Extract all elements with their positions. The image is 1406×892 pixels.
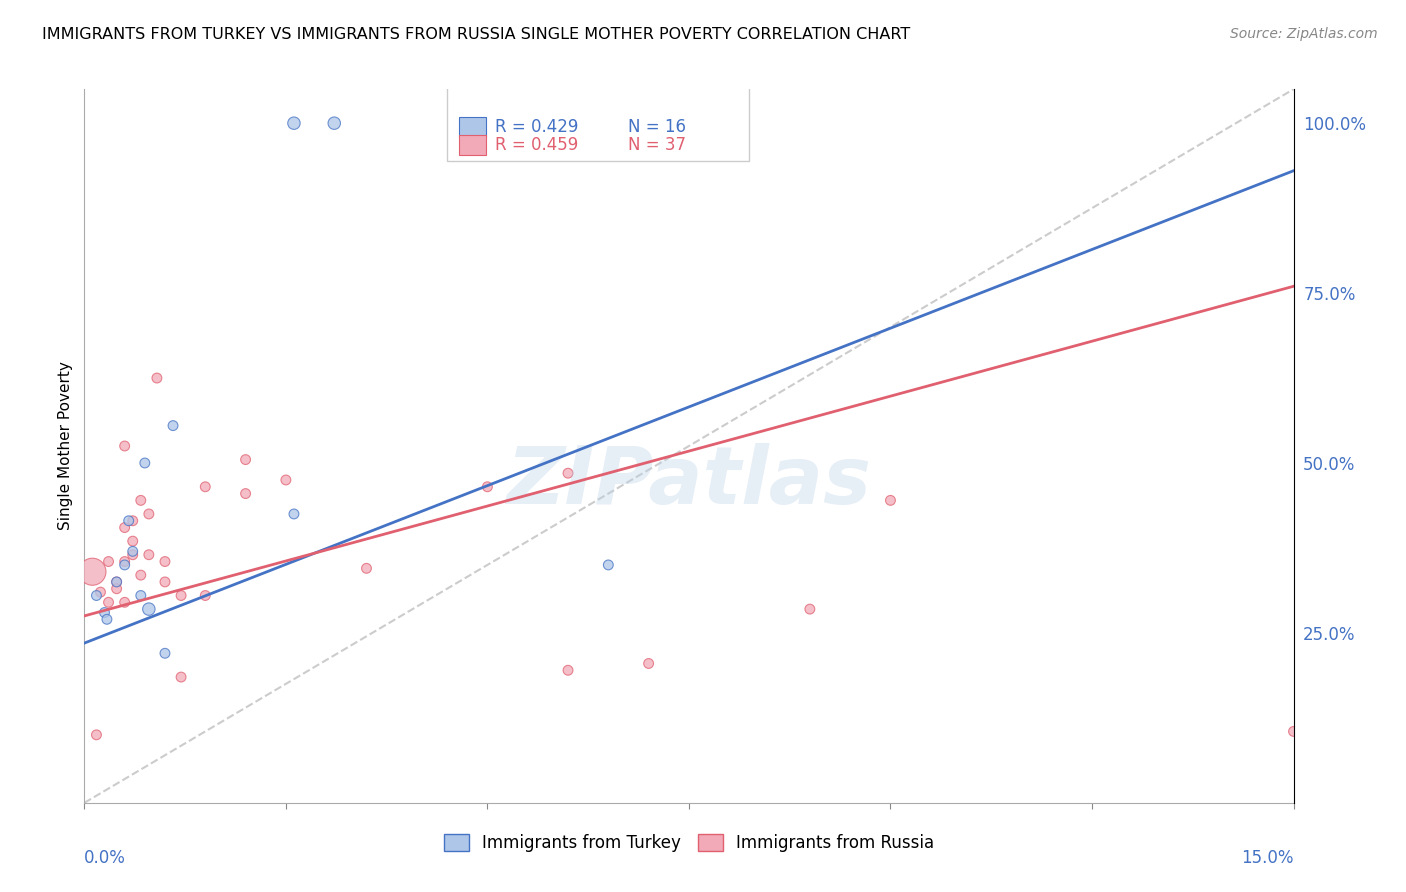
Point <box>598 558 620 572</box>
Point <box>97 595 120 609</box>
Point <box>323 116 346 130</box>
Point <box>153 555 176 569</box>
Point <box>118 514 141 528</box>
Point <box>105 574 128 589</box>
Point <box>283 116 305 130</box>
Point <box>138 548 160 562</box>
Bar <box>460 135 486 155</box>
Point <box>194 480 217 494</box>
Point <box>153 646 176 660</box>
Point <box>138 602 160 616</box>
Point <box>557 663 579 677</box>
Point <box>235 486 257 500</box>
Point <box>146 371 169 385</box>
Point <box>170 589 193 603</box>
Point <box>134 456 156 470</box>
FancyBboxPatch shape <box>447 86 749 161</box>
Legend: Immigrants from Turkey, Immigrants from Russia: Immigrants from Turkey, Immigrants from … <box>437 827 941 859</box>
Point <box>121 544 143 558</box>
Point <box>129 493 152 508</box>
Point <box>96 612 118 626</box>
Bar <box>460 117 486 137</box>
Point <box>194 589 217 603</box>
Point <box>86 728 108 742</box>
Point <box>114 555 136 569</box>
Point <box>93 606 115 620</box>
Point <box>114 558 136 572</box>
Point <box>138 507 160 521</box>
Text: 15.0%: 15.0% <box>1241 849 1294 867</box>
Text: R = 0.429: R = 0.429 <box>495 118 579 136</box>
Point <box>162 418 184 433</box>
Point <box>557 466 579 480</box>
Point <box>1282 724 1305 739</box>
Text: R = 0.459: R = 0.459 <box>495 136 579 153</box>
Text: Source: ZipAtlas.com: Source: ZipAtlas.com <box>1230 27 1378 41</box>
Point <box>121 514 143 528</box>
Point <box>86 589 108 603</box>
Point <box>129 568 152 582</box>
Point <box>637 116 659 130</box>
Point <box>121 548 143 562</box>
Point <box>477 480 499 494</box>
Point <box>97 555 120 569</box>
Point <box>283 507 305 521</box>
Text: ZIPatlas: ZIPatlas <box>506 442 872 521</box>
Point <box>879 493 901 508</box>
Text: N = 37: N = 37 <box>628 136 686 153</box>
Point <box>637 657 659 671</box>
Point <box>89 585 111 599</box>
Point <box>105 574 128 589</box>
Point <box>114 595 136 609</box>
Point <box>82 565 104 579</box>
Point <box>799 602 821 616</box>
Point <box>114 439 136 453</box>
Text: IMMIGRANTS FROM TURKEY VS IMMIGRANTS FROM RUSSIA SINGLE MOTHER POVERTY CORRELATI: IMMIGRANTS FROM TURKEY VS IMMIGRANTS FRO… <box>42 27 911 42</box>
Text: N = 16: N = 16 <box>628 118 686 136</box>
Point <box>129 589 152 603</box>
Point <box>170 670 193 684</box>
Point <box>121 534 143 549</box>
Y-axis label: Single Mother Poverty: Single Mother Poverty <box>58 361 73 531</box>
Point <box>274 473 297 487</box>
Text: 0.0%: 0.0% <box>84 849 127 867</box>
Point <box>105 582 128 596</box>
Point <box>153 574 176 589</box>
Point <box>235 452 257 467</box>
Point <box>114 520 136 534</box>
Point <box>356 561 378 575</box>
